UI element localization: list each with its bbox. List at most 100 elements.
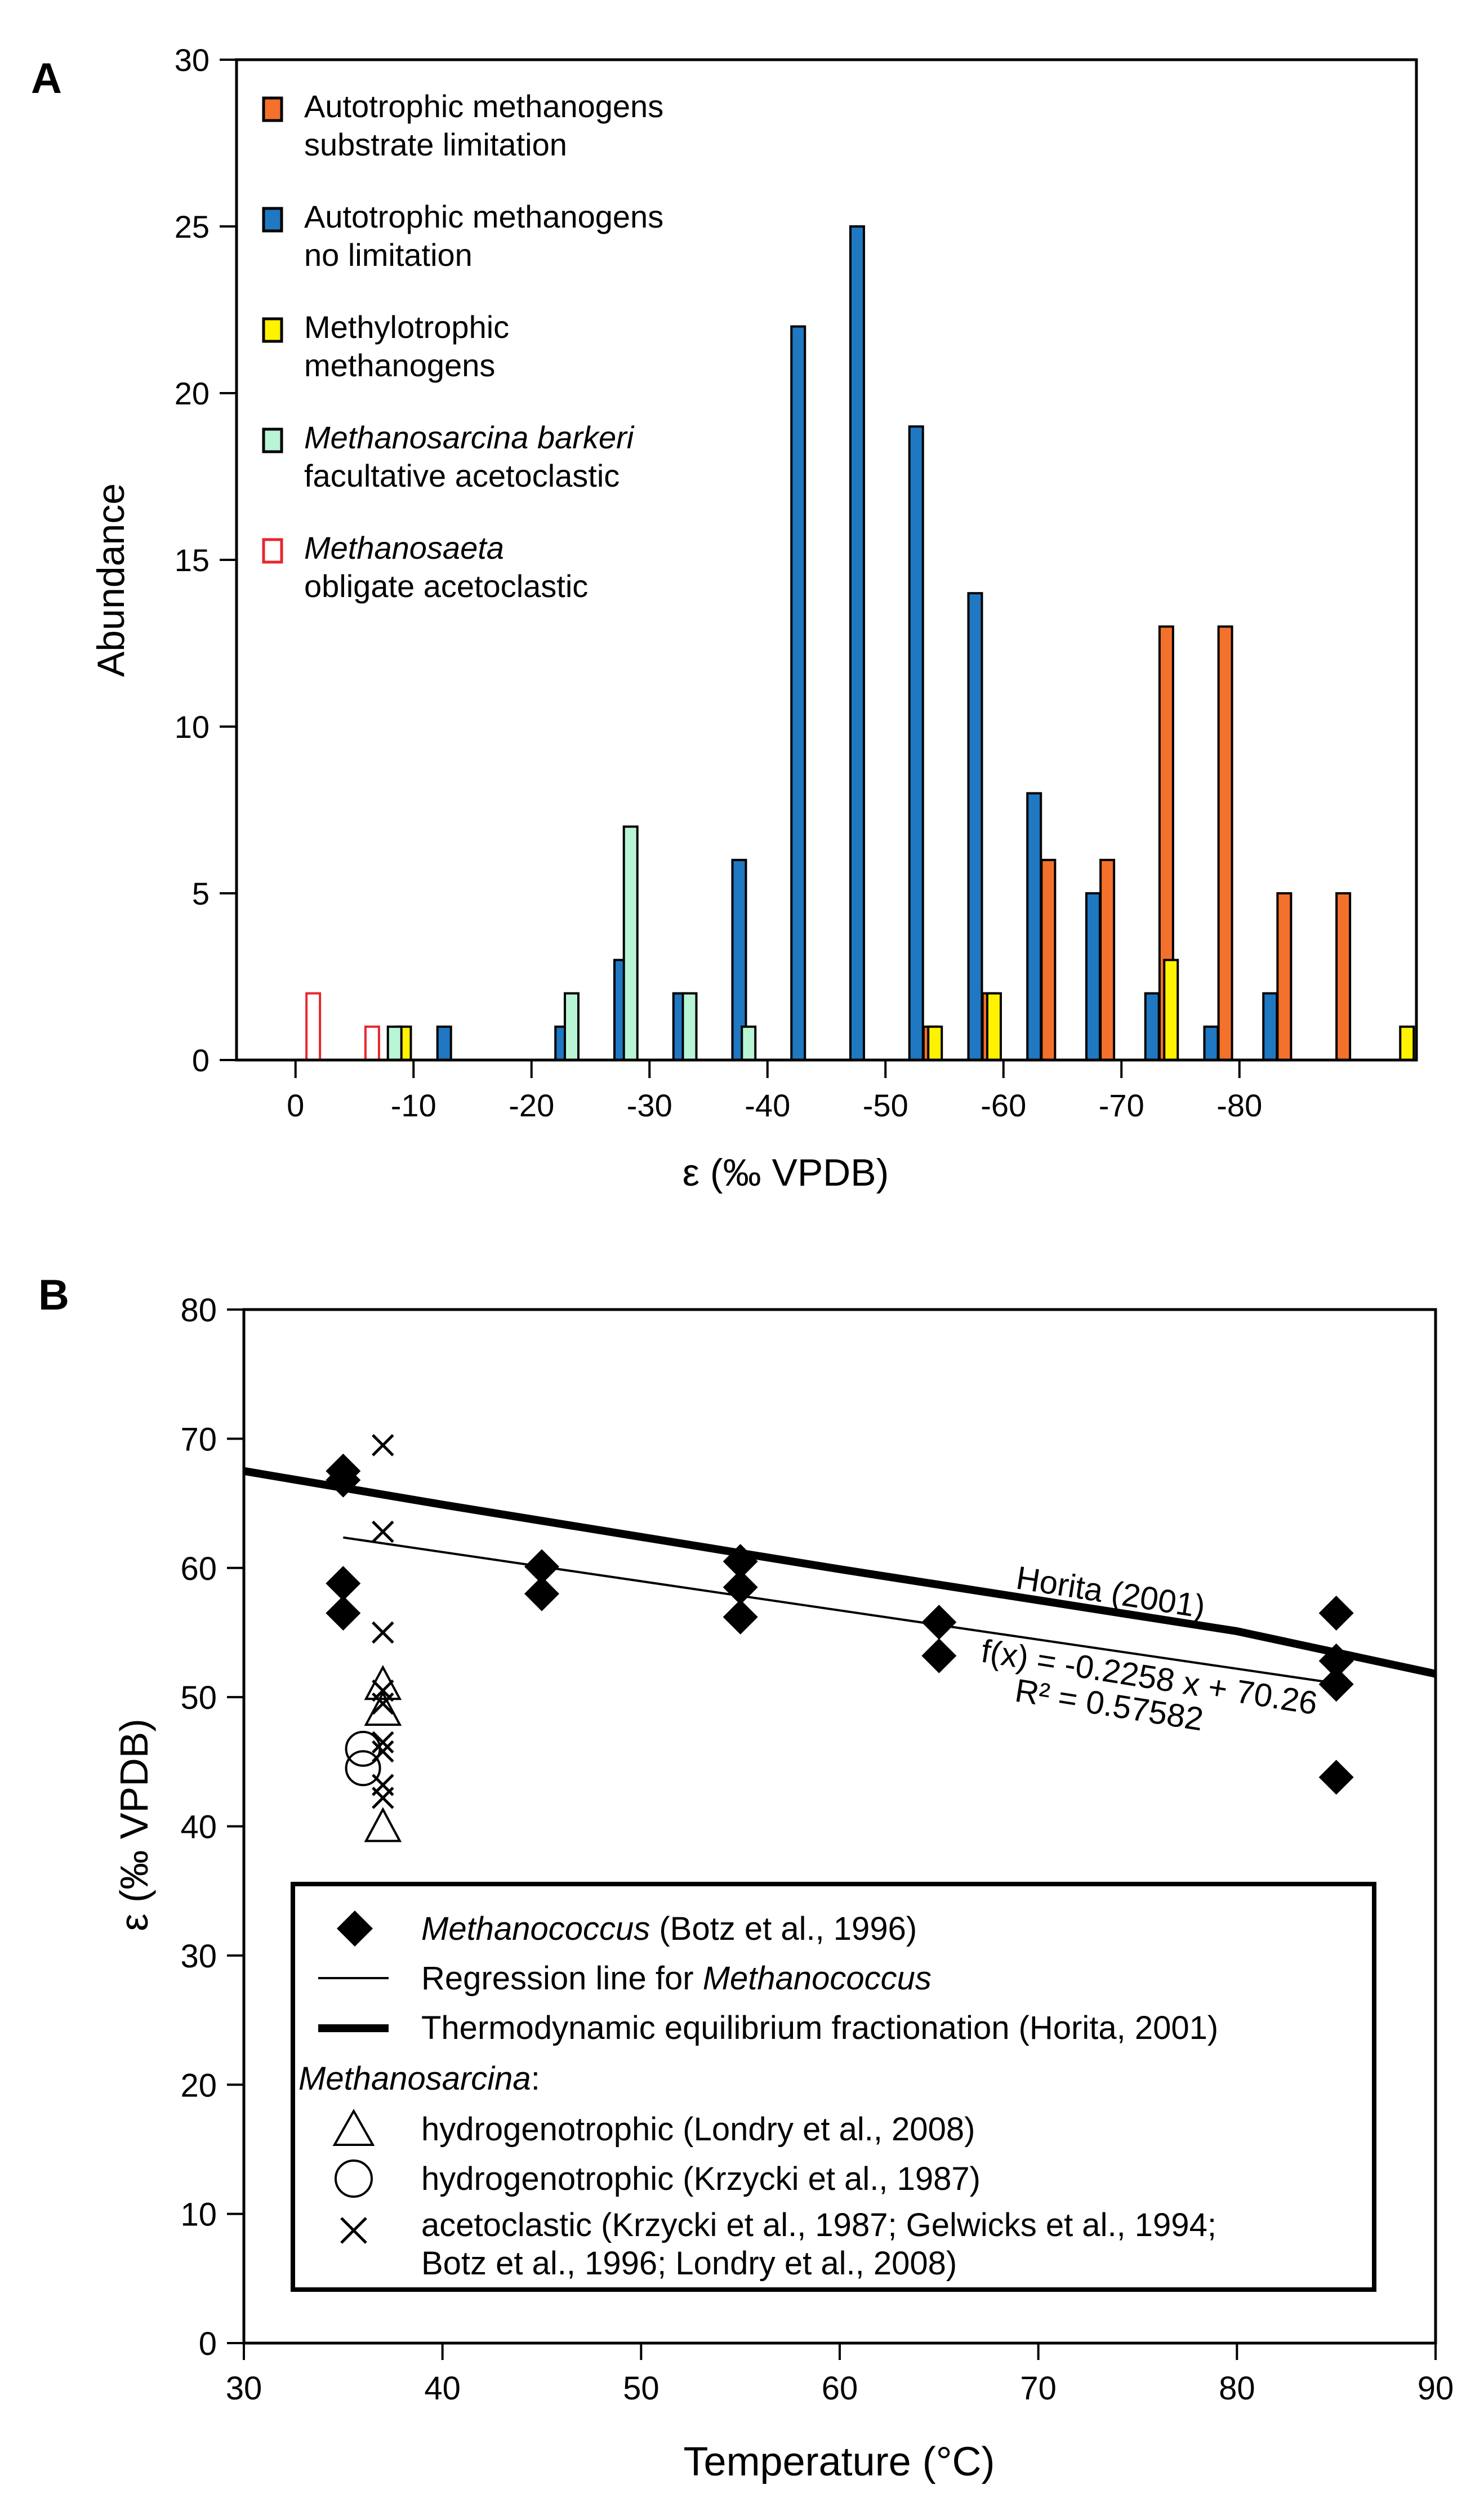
panel-a-bar (927, 1025, 943, 1062)
panel-a-legend-swatch (262, 207, 283, 233)
legend-x-icon (340, 2217, 367, 2244)
panel-b-x-tick-label: 30 (226, 2370, 262, 2407)
krzycki-circle-point (345, 1750, 381, 1787)
legend-methanococcus: Methanococcus (Botz et al., 1996) (421, 1911, 917, 1947)
panel-a-bar (1163, 959, 1179, 1062)
panel-a-bar (563, 992, 580, 1061)
panel-a-bar (1335, 892, 1352, 1061)
acetoclastic-x-point (372, 1740, 394, 1763)
panel-a-legend-label: Methanosarcina barkeri (304, 420, 635, 455)
panel-a-legend-label: methanogens (304, 348, 495, 383)
panel-a-x-tick-label: -80 (1216, 1088, 1262, 1123)
acetoclastic-x-point (372, 1434, 394, 1457)
acetoclastic-x-point (372, 1621, 394, 1644)
regression-line (343, 1536, 1336, 1685)
methanococcus-point (723, 1570, 758, 1605)
methanococcus-point (1318, 1643, 1354, 1678)
panel-a-bar (1203, 1025, 1219, 1062)
panel-b-x-tick-label: 50 (623, 2370, 659, 2407)
methanococcus-point (1318, 1596, 1354, 1631)
panel-a-legend-swatch (262, 428, 283, 453)
londry-triangle-point (364, 1690, 402, 1726)
panel-a-y-tick-label: 30 (175, 42, 210, 78)
acetoclastic-x-point (372, 1692, 394, 1715)
panel-a-bar (1026, 792, 1042, 1062)
legend-thermodynamic: Thermodynamic equilibrium fractionation … (421, 2010, 1218, 2046)
panel-a-histogram: A 0 -10 -20 -30 -40 -50 -60 -70 -80051015202530 … (31, 42, 1418, 1194)
panel-a-legend-swatch (262, 96, 283, 122)
panel-a-bar (1217, 625, 1233, 1061)
acetoclastic-x-point (372, 1787, 394, 1809)
methanococcus-point (524, 1576, 559, 1611)
panel-a-bar (1399, 1025, 1415, 1062)
panel-a-bar (967, 592, 983, 1061)
panel-a-y-axis-label: Abundance (90, 483, 132, 677)
panel-b-y-tick-label: 60 (180, 1551, 217, 1587)
panel-a-bar (386, 1025, 403, 1062)
panel-b-label: B (38, 1271, 69, 1319)
methanococcus-point (723, 1599, 758, 1635)
methanococcus-point (921, 1638, 957, 1673)
legend-methanosarcina-header: Methanosarcina: (298, 2060, 540, 2097)
panel-a-bar (305, 992, 322, 1061)
legend-acetoclastic-line1: acetoclastic (Krzycki et al., 1987; Gelw… (421, 2207, 1216, 2243)
panel-b-y-tick-label: 70 (180, 1421, 217, 1458)
panel-b-y-tick-label: 0 (199, 2326, 217, 2362)
panel-a-y-tick-label: 25 (175, 209, 210, 244)
panel-a-bar (364, 1025, 380, 1062)
panel-b-y-tick-label: 10 (180, 2197, 217, 2233)
panel-a-y-tick-label: 0 (192, 1043, 210, 1078)
legend-triangle-icon (332, 2108, 375, 2146)
legend-circle-icon (335, 2159, 373, 2198)
panel-b-x-tick-label: 90 (1418, 2370, 1454, 2407)
panel-a-x-axis-label: ε (‰ VPDB) (683, 1151, 889, 1194)
panel-a-bar (436, 1025, 452, 1062)
horita-equilibrium-line (243, 1467, 1437, 1678)
panel-b-x-tick-label: 60 (822, 2370, 858, 2407)
panel-a-bar (741, 1025, 757, 1062)
panel-a-x-tick-label: -10 (391, 1088, 436, 1123)
panel-a-x-tick-label: -50 (863, 1088, 908, 1123)
panel-b-y-tick-label: 40 (180, 1809, 217, 1846)
methanococcus-point (326, 1596, 361, 1631)
panel-a-bar (1262, 992, 1278, 1061)
panel-b-legend-box (291, 1882, 1376, 2292)
panel-a-bar (1099, 858, 1116, 1062)
methanococcus-point (326, 1462, 361, 1498)
legend-diamond-icon (337, 1911, 373, 1947)
panel-b-x-axis-label: Temperature (°C) (684, 2439, 995, 2484)
panel-a-bar (1276, 892, 1293, 1061)
panel-a-legend-swatch (262, 538, 283, 564)
panel-a-legend-label: Methanosaeta (304, 530, 504, 565)
legend-regression: Regression line for Methanococcus (421, 1960, 932, 1997)
panel-a-legend-label: Autotrophic methanogens (304, 88, 663, 124)
methanococcus-point (1318, 1760, 1354, 1795)
panel-b-x-tick-label: 40 (424, 2370, 461, 2407)
panel-a-bar (622, 825, 639, 1061)
panel-a-y-tick-label: 10 (175, 709, 210, 745)
panel-a-x-tick-label: -30 (627, 1088, 672, 1123)
panel-a-x-tick-label: -40 (745, 1088, 790, 1123)
panel-a-bar (790, 325, 806, 1061)
panel-a-legend-label: facultative acetoclastic (304, 458, 620, 493)
panel-b-x-tick-label: 80 (1219, 2370, 1255, 2407)
panel-a-x-tick-label: 0 (287, 1088, 304, 1123)
panel-b-y-tick-label: 20 (180, 2067, 217, 2104)
panel-a-bar (1144, 992, 1160, 1061)
panel-b-plot-frame (242, 1308, 1437, 2345)
legend-krzycki: hydrogenotrophic (Krzycki et al., 1987) (421, 2161, 981, 2197)
panel-a-plot-frame (235, 58, 1418, 1062)
panel-a-legend-label: Methylotrophic (304, 309, 509, 345)
methanococcus-point (921, 1605, 957, 1640)
panel-a-bar (1085, 892, 1101, 1061)
panel-a-bar (681, 992, 698, 1061)
panel-a-y-tick-label: 5 (192, 876, 210, 911)
acetoclastic-x-point (372, 1731, 394, 1754)
legend-acetoclastic-line2: Botz et al., 1996; Londry et al., 2008) (421, 2245, 957, 2282)
panel-a-legend-label: no limitation (304, 237, 473, 273)
panel-b-y-tick-label: 80 (180, 1292, 217, 1329)
panel-b-y-tick-label: 50 (180, 1680, 217, 1716)
methanococcus-point (1318, 1667, 1354, 1702)
